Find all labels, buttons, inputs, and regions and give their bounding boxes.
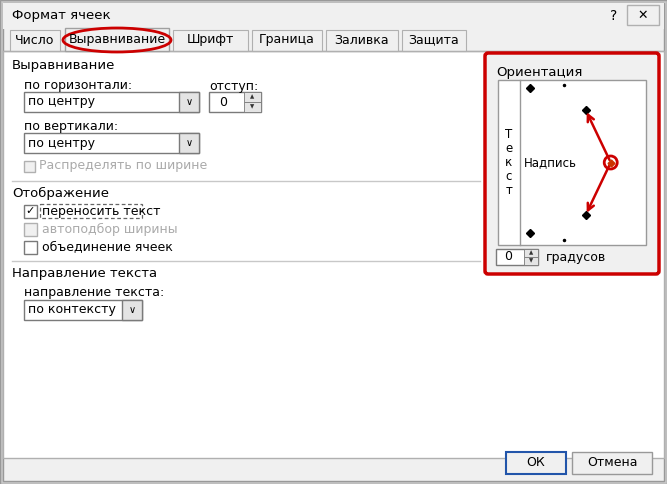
Text: Число: Число <box>15 33 55 46</box>
Text: градусов: градусов <box>546 251 606 263</box>
Text: Граница: Граница <box>259 33 315 46</box>
Text: Заливка: Заливка <box>335 33 390 46</box>
Text: Выравнивание: Выравнивание <box>69 33 165 46</box>
Bar <box>627 5 659 25</box>
Bar <box>10 30 60 51</box>
Text: ▼: ▼ <box>250 105 254 109</box>
Text: объединение ячеек: объединение ячеек <box>42 241 173 254</box>
Text: ?: ? <box>610 9 618 23</box>
Text: ▲: ▲ <box>529 251 533 256</box>
Bar <box>65 28 169 51</box>
Text: Шрифт: Шрифт <box>187 33 234 46</box>
Text: по горизонтали:: по горизонтали: <box>24 79 132 92</box>
Bar <box>122 300 142 320</box>
Bar <box>24 133 199 153</box>
Text: Формат ячеек: Формат ячеек <box>12 10 111 22</box>
Text: ✕: ✕ <box>638 9 648 21</box>
Text: 0: 0 <box>504 251 512 263</box>
Bar <box>209 92 261 112</box>
Text: направление текста:: направление текста: <box>24 286 164 299</box>
Text: ▲: ▲ <box>250 94 254 100</box>
Text: Направление текста: Направление текста <box>12 267 157 280</box>
Bar <box>3 3 664 29</box>
Text: по центру: по центру <box>28 136 95 150</box>
Bar <box>40 204 142 218</box>
Bar <box>179 133 199 153</box>
Bar <box>326 30 398 51</box>
Text: ▼: ▼ <box>529 258 533 263</box>
Text: по контексту: по контексту <box>28 303 116 317</box>
Bar <box>24 205 37 218</box>
Text: Отмена: Отмена <box>587 456 637 469</box>
Text: отступ:: отступ: <box>209 80 258 93</box>
Text: по вертикали:: по вертикали: <box>24 120 118 133</box>
Bar <box>524 249 538 257</box>
Bar <box>24 300 142 320</box>
Bar <box>24 92 199 112</box>
Text: Распределять по ширине: Распределять по ширине <box>39 160 207 172</box>
Bar <box>3 51 664 458</box>
Text: Защита: Защита <box>409 33 460 46</box>
Text: Ориентация: Ориентация <box>496 66 582 79</box>
Text: 0: 0 <box>219 95 227 108</box>
Bar <box>498 80 646 245</box>
FancyBboxPatch shape <box>485 53 659 274</box>
Text: ОК: ОК <box>527 456 546 469</box>
Bar <box>496 249 538 265</box>
Text: ∨: ∨ <box>185 138 193 148</box>
Bar <box>179 92 199 112</box>
Bar <box>252 30 322 51</box>
Text: автоподбор ширины: автоподбор ширины <box>42 223 177 236</box>
Bar <box>244 102 261 112</box>
Text: ∨: ∨ <box>129 305 135 315</box>
Bar <box>173 30 248 51</box>
Bar <box>244 92 261 102</box>
Bar <box>24 223 37 236</box>
Text: Т
е
к
с
т: Т е к с т <box>506 128 513 197</box>
Text: Выравнивание: Выравнивание <box>12 59 115 72</box>
Text: Надпись: Надпись <box>524 156 577 169</box>
Text: переносить текст: переносить текст <box>42 205 161 217</box>
Bar <box>506 452 566 474</box>
Bar <box>24 241 37 254</box>
Text: по центру: по центру <box>28 95 95 108</box>
Bar <box>572 452 652 474</box>
Bar <box>402 30 466 51</box>
Text: ✓: ✓ <box>25 206 35 216</box>
Text: ∨: ∨ <box>185 97 193 107</box>
Text: Отображение: Отображение <box>12 187 109 200</box>
Bar <box>524 257 538 265</box>
Bar <box>24 161 35 172</box>
